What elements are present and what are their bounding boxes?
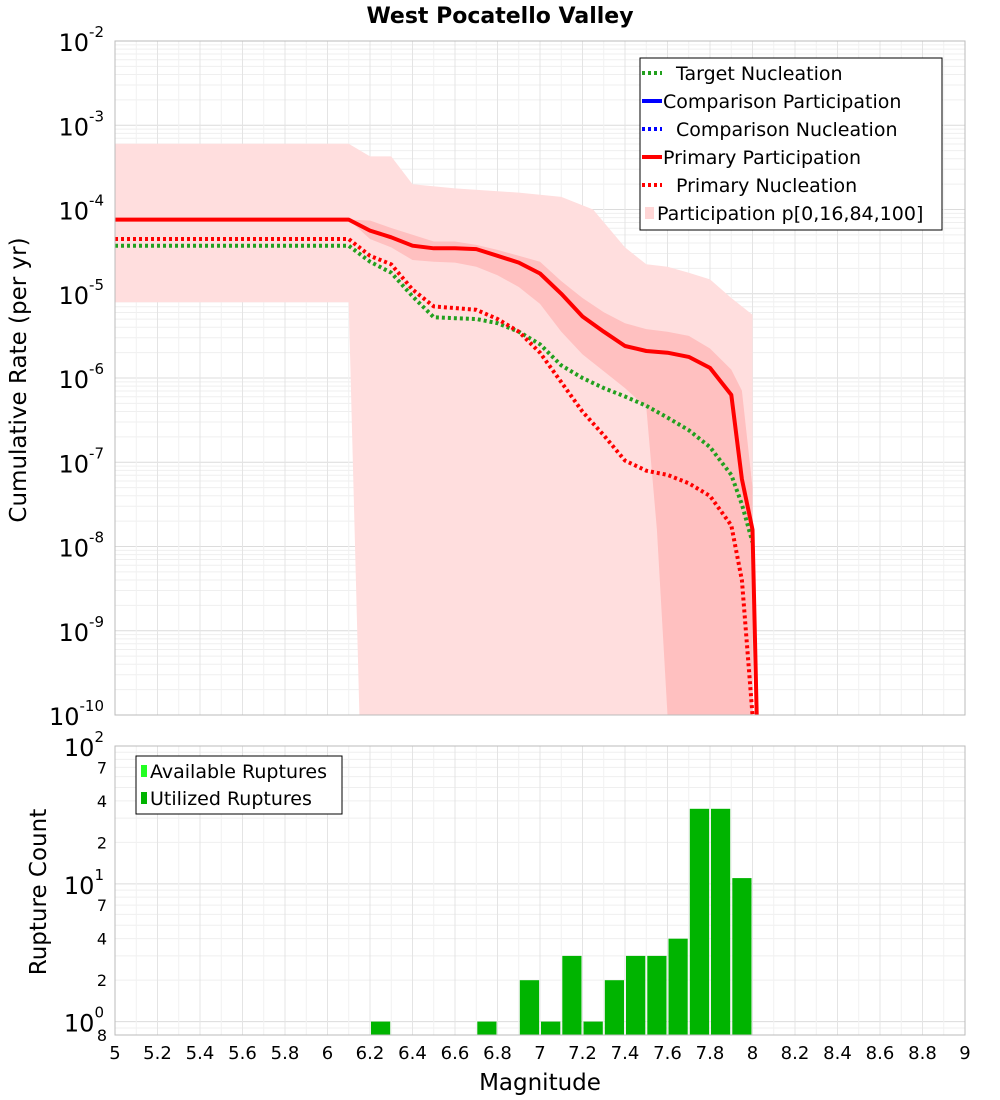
magnitude-tick-label: 6.4 [398, 1043, 427, 1064]
rupture-count-bar [668, 938, 688, 1035]
rate-curves [115, 217, 759, 716]
rupture-count-bar [562, 955, 582, 1035]
count-y-minor-tick-label: 7 [97, 758, 107, 777]
rate-plot: 10-2 10-3 10-4 10-5 10-6 10-7 10-8 10-9 10-10 We… [6, 4, 966, 731]
rupture-count-bar [604, 980, 624, 1035]
legend-label: Primary Nucleation [676, 175, 857, 197]
rate-legend-box [639, 57, 943, 231]
magnitude-tick-label: 5 [109, 1043, 120, 1064]
magnitude-tick-label: 5.6 [228, 1043, 257, 1064]
rupture-count-bar [711, 808, 731, 1035]
magnitude-tick-label: 5.2 [143, 1043, 172, 1064]
magnitude-tick-label: 7.2 [568, 1043, 597, 1064]
magnitude-tick-label: 9 [959, 1043, 970, 1064]
magnitude-tick-label: 5.8 [271, 1043, 300, 1064]
rate-y-tick-label: 10-3 [58, 107, 104, 141]
rate-y-tick-label: 10-7 [58, 444, 104, 478]
magnitude-tick-label: 6.6 [441, 1043, 470, 1064]
magnitude-axis-label: Magnitude [479, 1070, 601, 1096]
chart-title: West Pocatello Valley [366, 4, 633, 29]
legend-swatch-available-ruptures [141, 765, 147, 777]
rupture-count-bar [732, 878, 752, 1035]
primary-nucleation-line [115, 237, 755, 716]
magnitude-tick-label: 6 [322, 1043, 333, 1064]
legend-label: Comparison Nucleation [676, 119, 898, 141]
count-y-tick-label: 102 [64, 728, 104, 762]
magnitude-tick-label: 8 [747, 1043, 758, 1064]
rupture-count-bar [647, 955, 667, 1035]
magnitude-tick-label: 7.6 [653, 1043, 682, 1064]
count-y-minor-tick-label: 4 [97, 792, 107, 811]
primary-participation-line [115, 217, 759, 716]
rate-legend: Target Nucleation Comparison Participatio… [639, 57, 943, 231]
rupture-count-bar [583, 1021, 603, 1035]
magnitude-tick-label: 7.8 [696, 1043, 725, 1064]
legend-swatch-participation-band [645, 207, 654, 219]
count-legend: Available Ruptures Utilized Ruptures [135, 755, 343, 815]
magnitude-tick-label: 7 [534, 1043, 545, 1064]
magnitude-tick-label: 8.4 [823, 1043, 852, 1064]
target-nucleation-line [115, 243, 755, 543]
rate-plot-frame [114, 40, 966, 716]
count-y-tick-label: 101 [64, 866, 104, 900]
rate-y-tick-label: 10-10 [49, 697, 104, 731]
legend-label: Participation p[0,16,84,100] [657, 203, 923, 225]
count-y-minor-tick-label: 4 [97, 930, 107, 949]
magnitude-x-ticks: 5 5.2 5.4 5.6 5.8 6 6.2 6.4 6.6 6.8 7 7.2 7.4 7.6 7.8 8… [109, 1043, 970, 1064]
legend-label: Utilized Ruptures [150, 788, 312, 810]
rupture-count-bar [477, 1021, 497, 1035]
rupture-count-bar [689, 808, 710, 1035]
rate-y-tick-label: 10-2 [58, 23, 104, 57]
count-y-minor-tick-label: 7 [97, 896, 107, 915]
count-legend-box [135, 755, 343, 815]
rupture-count-bar [626, 955, 646, 1035]
rate-y-tick-label: 10-6 [58, 360, 104, 394]
magnitude-tick-label: 8.8 [908, 1043, 937, 1064]
rupture-count-bar [519, 980, 540, 1035]
rupture-count-bar [541, 1021, 561, 1035]
rupture-count-bar [371, 1021, 391, 1035]
magnitude-tick-label: 8.2 [781, 1043, 810, 1064]
legend-label: Target Nucleation [675, 63, 843, 85]
magnitude-tick-label: 5.4 [186, 1043, 215, 1064]
rate-y-tick-label: 10-5 [58, 276, 104, 310]
magnitude-tick-label: 6.2 [356, 1043, 385, 1064]
rate-y-ticks: 10-2 10-3 10-4 10-5 10-6 10-7 10-8 10-9 10-10 [49, 23, 104, 731]
magnitude-tick-label: 8.6 [866, 1043, 895, 1064]
count-y-axis-label: Rupture Count [26, 809, 52, 975]
rate-y-tick-label: 10-9 [58, 613, 104, 647]
participation-bands [115, 143, 753, 716]
count-y-minor-tick-label: 2 [97, 971, 107, 990]
legend-swatch-utilized-ruptures [141, 792, 147, 804]
rate-y-tick-label: 10-4 [58, 192, 104, 226]
count-y-minor-tick-label: 2 [97, 833, 107, 852]
magnitude-tick-label: 6.8 [483, 1043, 512, 1064]
participation-inner-band [115, 219, 753, 715]
legend-label: Comparison Participation [663, 91, 901, 113]
rupture-bars [371, 808, 752, 1035]
count-y-tick-label: 100 [64, 1004, 104, 1038]
legend-label: Available Ruptures [150, 761, 327, 783]
participation-outer-band [115, 143, 753, 716]
count-y-minor-tick-label: 8 [97, 1026, 107, 1045]
magnitude-tick-label: 7.4 [611, 1043, 640, 1064]
rate-y-tick-label: 10-8 [58, 529, 104, 563]
rate-y-axis-label: Cumulative Rate (per yr) [6, 237, 32, 522]
count-plot-frame [114, 745, 966, 1036]
legend-label: Primary Participation [663, 147, 861, 169]
